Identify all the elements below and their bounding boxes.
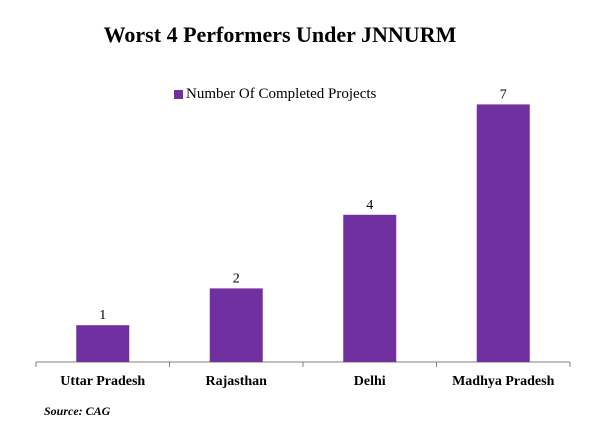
x-tick-label: Madhya Pradesh (452, 374, 555, 389)
data-label: 2 (233, 271, 240, 286)
chart-title: Worst 4 Performers Under JNNURM (103, 22, 457, 47)
legend-label: Number Of Completed Projects (186, 86, 377, 102)
bar (209, 288, 263, 362)
data-label: 1 (99, 308, 106, 323)
legend: Number Of Completed Projects (174, 86, 376, 103)
data-label: 7 (500, 87, 507, 102)
source-note: Source: CAG (44, 404, 111, 418)
x-tick-label: Uttar Pradesh (60, 374, 145, 389)
bar (343, 214, 397, 362)
legend-swatch (174, 90, 183, 99)
bar (476, 104, 530, 363)
data-label: 4 (366, 198, 373, 213)
bar (76, 325, 130, 362)
x-tick-label: Rajasthan (206, 374, 268, 389)
x-tick-label: Delhi (354, 374, 386, 389)
